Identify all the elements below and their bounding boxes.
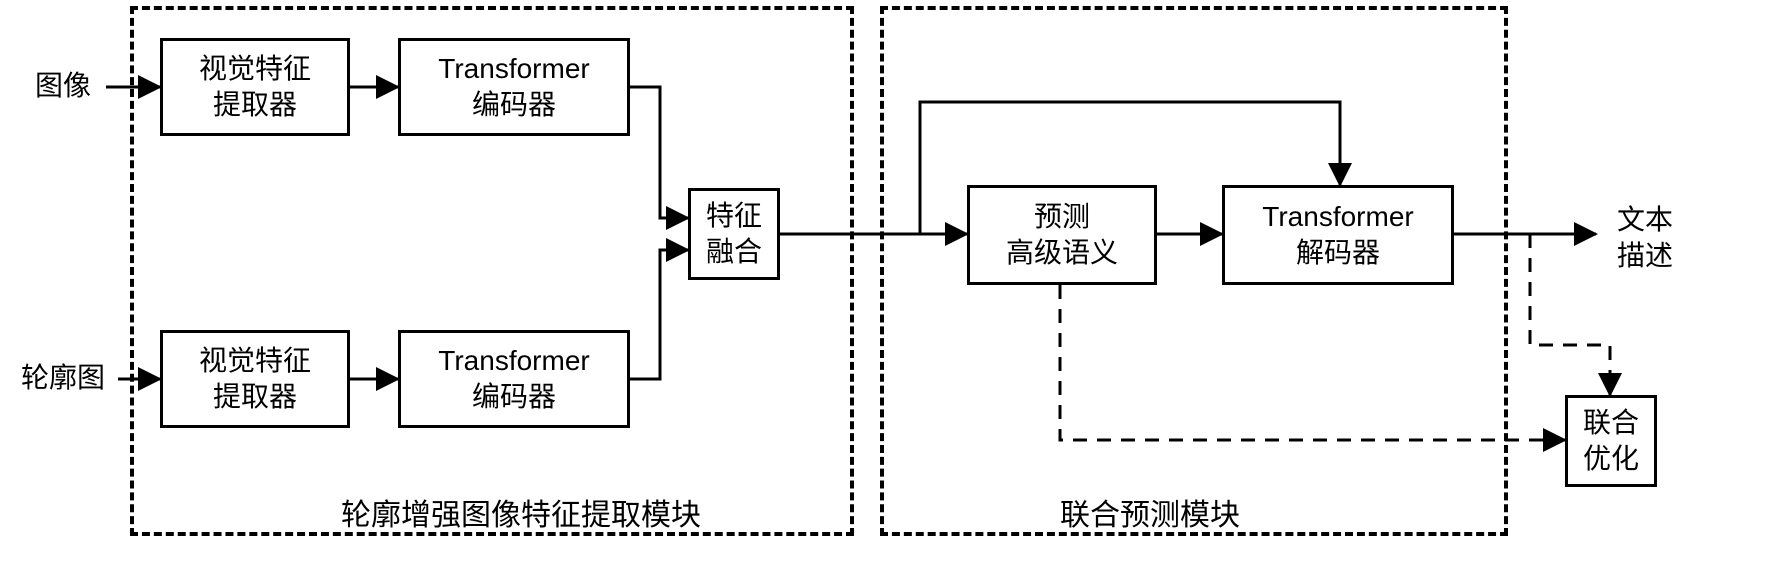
edge-trans_dec_out-joint_opt bbox=[1530, 234, 1610, 395]
visual-extractor-top-node: 视觉特征 提取器 bbox=[160, 38, 350, 136]
transformer-decoder-node: Transformer 解码器 bbox=[1222, 185, 1454, 285]
transformer-encoder-bottom-node: Transformer 编码器 bbox=[398, 330, 630, 428]
feature-fusion-node: 特征 融合 bbox=[688, 188, 780, 280]
visual-extractor-bottom-node: 视觉特征 提取器 bbox=[160, 330, 350, 428]
output-text-label: 文本 描述 bbox=[1600, 202, 1690, 275]
predict-semantics-node: 预测 高级语义 bbox=[967, 185, 1157, 285]
input-image-label: 图像 bbox=[18, 68, 108, 104]
input-contour-label: 轮廓图 bbox=[8, 360, 118, 396]
transformer-encoder-top-node: Transformer 编码器 bbox=[398, 38, 630, 136]
joint-optimize-node: 联合 优化 bbox=[1565, 395, 1657, 487]
module-left-label: 轮廓增强图像特征提取模块 bbox=[306, 490, 736, 534]
module-right-label: 联合预测模块 bbox=[1040, 490, 1260, 534]
